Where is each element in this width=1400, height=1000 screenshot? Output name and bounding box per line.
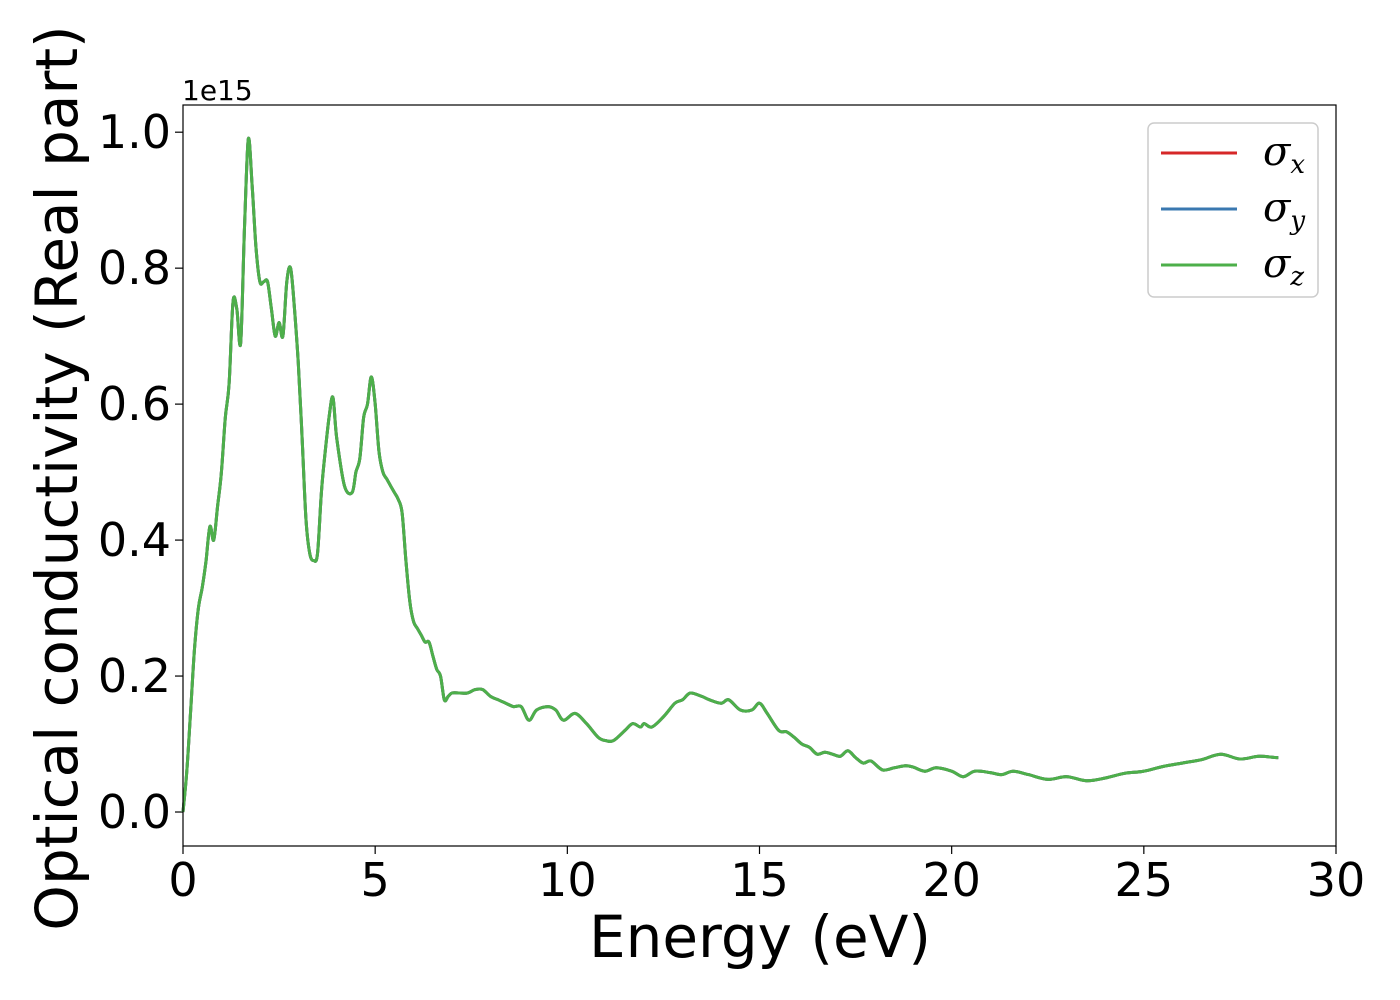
x-tick-label: 5 — [361, 853, 390, 907]
legend-label-sigma-y: σy — [1263, 185, 1305, 236]
y-tick-label: 0.6 — [98, 377, 171, 431]
x-tick-label: 15 — [730, 853, 789, 907]
x-axis: 0 5 10 15 20 25 30 — [168, 846, 1365, 907]
y-axis-label: Optical conductivity (Real part) — [23, 25, 91, 930]
y-offset-label: 1e15 — [182, 74, 253, 107]
x-axis-label: Energy (eV) — [589, 903, 931, 971]
legend-label-sigma-z: σz — [1263, 241, 1304, 292]
y-tick-label: 0.2 — [98, 649, 171, 703]
series-lines — [181, 136, 1279, 813]
series-line-sigma-z — [181, 136, 1279, 813]
x-tick-label: 10 — [538, 853, 597, 907]
y-tick-label: 0.0 — [98, 785, 171, 839]
y-tick-label: 1.0 — [98, 105, 171, 159]
legend-label-sigma-x: σx — [1263, 129, 1305, 180]
plot-frame — [182, 104, 1337, 847]
y-tick-label: 0.4 — [98, 513, 171, 567]
plot-background — [183, 105, 1336, 846]
x-tick-label: 20 — [922, 853, 981, 907]
x-tick-label: 30 — [1307, 853, 1366, 907]
x-tick-label: 0 — [168, 853, 197, 907]
x-tick-label: 25 — [1115, 853, 1174, 907]
y-axis: 0.0 0.2 0.4 0.6 0.8 1.0 — [98, 105, 183, 839]
y-tick-label: 0.8 — [98, 241, 171, 295]
